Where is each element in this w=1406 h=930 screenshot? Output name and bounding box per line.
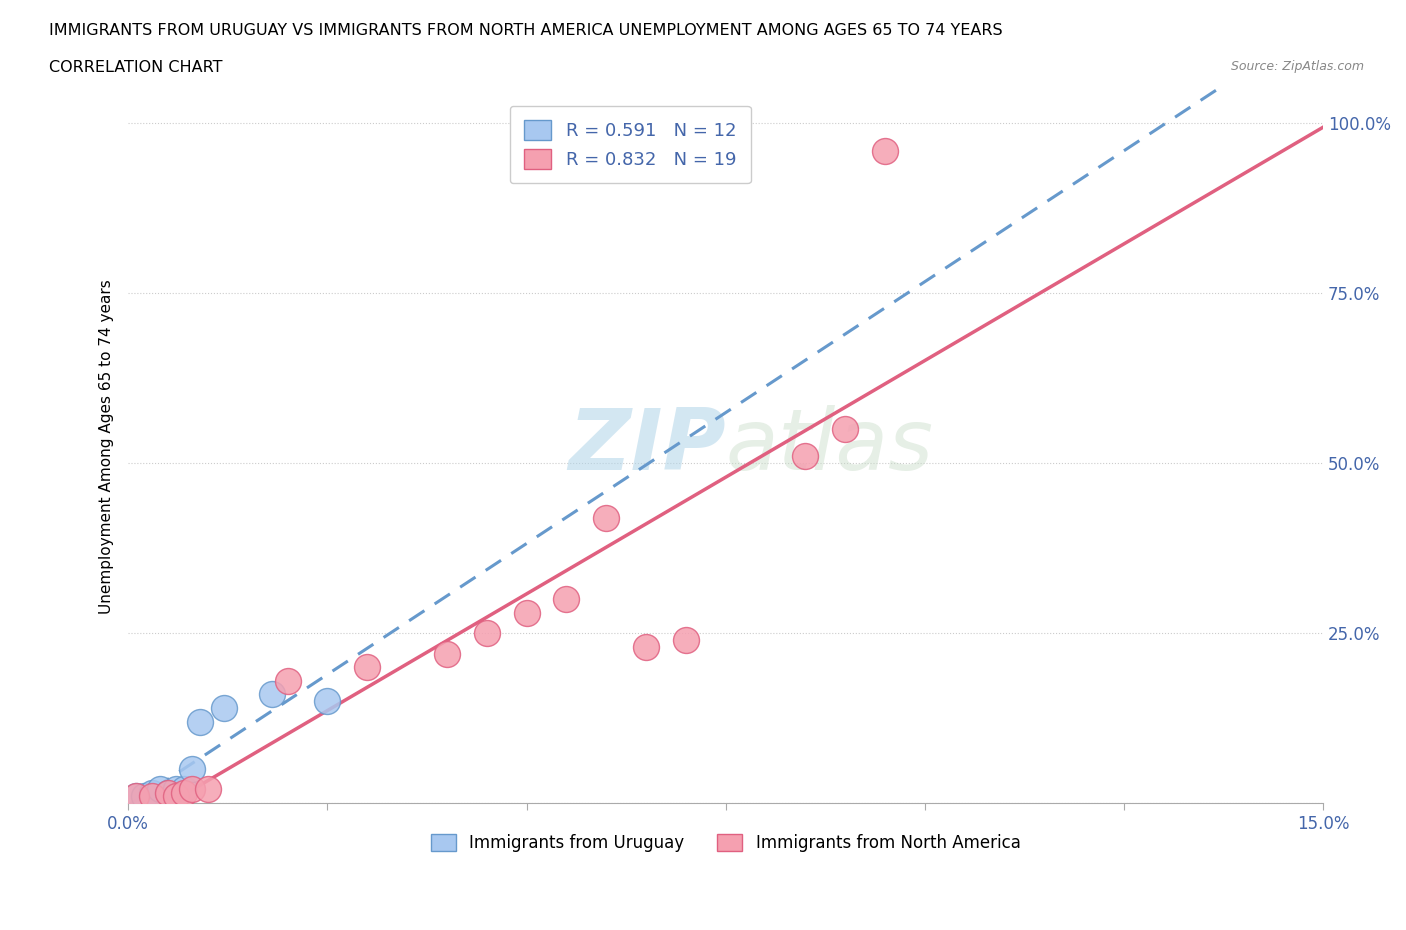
Point xyxy=(834,422,856,437)
Point xyxy=(165,789,187,804)
Legend: Immigrants from Uruguay, Immigrants from North America: Immigrants from Uruguay, Immigrants from… xyxy=(425,828,1028,859)
Point xyxy=(675,632,697,647)
Point xyxy=(260,687,283,702)
Point xyxy=(212,700,235,715)
Point xyxy=(157,786,180,801)
Y-axis label: Unemployment Among Ages 65 to 74 years: Unemployment Among Ages 65 to 74 years xyxy=(100,279,114,614)
Text: Source: ZipAtlas.com: Source: ZipAtlas.com xyxy=(1230,60,1364,73)
Text: IMMIGRANTS FROM URUGUAY VS IMMIGRANTS FROM NORTH AMERICA UNEMPLOYMENT AMONG AGES: IMMIGRANTS FROM URUGUAY VS IMMIGRANTS FR… xyxy=(49,23,1002,38)
Point xyxy=(277,673,299,688)
Point xyxy=(515,605,537,620)
Text: CORRELATION CHART: CORRELATION CHART xyxy=(49,60,222,75)
Point xyxy=(316,694,339,709)
Point xyxy=(794,449,817,464)
Point xyxy=(197,782,219,797)
Point xyxy=(141,789,163,804)
Point xyxy=(173,786,195,801)
Text: atlas: atlas xyxy=(725,405,934,487)
Point xyxy=(165,782,187,797)
Point xyxy=(149,782,172,797)
Point xyxy=(181,782,204,797)
Point xyxy=(188,714,211,729)
Point xyxy=(634,639,657,654)
Point xyxy=(157,786,180,801)
Text: ZIP: ZIP xyxy=(568,405,725,487)
Point xyxy=(436,646,458,661)
Point xyxy=(141,786,163,801)
Point xyxy=(125,789,148,804)
Point xyxy=(595,511,617,525)
Point xyxy=(125,789,148,804)
Point xyxy=(181,762,204,777)
Point xyxy=(873,143,896,158)
Point xyxy=(356,659,378,674)
Point xyxy=(555,591,578,606)
Point xyxy=(134,789,156,804)
Point xyxy=(173,782,195,797)
Point xyxy=(475,626,498,641)
